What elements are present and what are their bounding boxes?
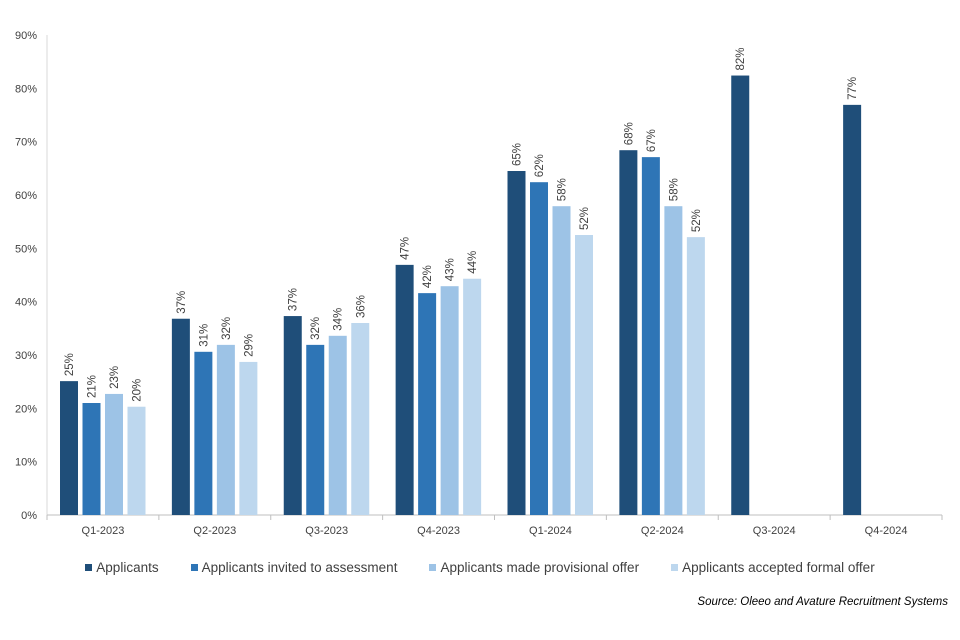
bar xyxy=(171,318,190,515)
data-label: 52% xyxy=(691,209,703,232)
legend: Applicants Applicants invited to assessm… xyxy=(0,560,960,575)
bar xyxy=(194,351,213,515)
data-label: 65% xyxy=(512,143,524,166)
y-tick-label: 90% xyxy=(15,30,37,42)
bar xyxy=(507,171,526,515)
data-label: 36% xyxy=(355,295,367,318)
bar xyxy=(105,393,123,515)
y-tick-label: 80% xyxy=(15,83,37,95)
legend-item-applicants: Applicants xyxy=(85,560,159,575)
data-label: 25% xyxy=(64,353,76,376)
data-label: 58% xyxy=(668,178,680,201)
x-tick-label: Q2-2024 xyxy=(641,525,684,537)
x-tick-label: Q4-2023 xyxy=(417,525,460,537)
data-label: 77% xyxy=(847,77,859,100)
bar xyxy=(351,323,370,515)
data-label: 68% xyxy=(623,122,635,145)
data-label: 37% xyxy=(176,291,188,314)
data-label: 23% xyxy=(109,366,121,389)
legend-swatch xyxy=(429,564,437,571)
data-label: 42% xyxy=(422,265,434,288)
bar xyxy=(395,264,414,515)
data-label: 29% xyxy=(243,334,255,357)
legend-label: Applicants accepted formal offer xyxy=(682,560,875,575)
bar xyxy=(216,344,235,515)
bar xyxy=(283,316,302,515)
bar xyxy=(60,381,78,515)
data-label: 32% xyxy=(221,317,233,340)
bar xyxy=(463,278,482,515)
y-tick-label: 50% xyxy=(15,243,37,255)
legend-item-accepted: Applicants accepted formal offer xyxy=(671,560,875,575)
data-label: 82% xyxy=(735,48,747,71)
bar xyxy=(731,75,750,516)
y-tick-label: 10% xyxy=(15,457,37,469)
bar xyxy=(328,335,347,515)
data-label: 52% xyxy=(579,207,591,230)
y-tick-label: 30% xyxy=(15,350,37,362)
legend-item-invited: Applicants invited to assessment xyxy=(190,560,398,575)
data-label: 67% xyxy=(646,129,658,152)
bar xyxy=(843,104,862,515)
y-tick-label: 20% xyxy=(15,403,37,415)
data-label: 37% xyxy=(288,288,300,311)
bar xyxy=(575,235,593,515)
y-tick-label: 70% xyxy=(15,137,37,149)
x-tick-label: Q1-2023 xyxy=(82,525,125,537)
data-label: 47% xyxy=(400,237,412,260)
legend-label: Applicants made provisional offer xyxy=(440,560,640,575)
y-tick-label: 0% xyxy=(21,510,37,522)
data-label: 58% xyxy=(557,178,569,201)
bar xyxy=(686,237,705,515)
legend-item-provisional: Applicants made provisional offer xyxy=(429,560,639,575)
bar xyxy=(82,403,101,515)
bar xyxy=(641,157,660,515)
bar xyxy=(418,293,437,515)
data-label: 44% xyxy=(467,251,479,274)
bar xyxy=(619,150,638,515)
source-note: Source: Oleeo and Avature Recruitment Sy… xyxy=(697,596,948,608)
data-label: 31% xyxy=(198,324,210,347)
data-label: 34% xyxy=(333,308,345,331)
data-label: 20% xyxy=(132,379,144,402)
x-tick-label: Q2-2023 xyxy=(193,525,236,537)
bar xyxy=(239,361,258,515)
legend-label: Applicants invited to assessment xyxy=(201,560,398,575)
bar xyxy=(664,206,683,515)
x-tick-label: Q3-2024 xyxy=(753,525,796,537)
data-label: 21% xyxy=(87,375,99,398)
bar-chart: 0% 10% 20% 30% 40% 50% 60% 70% 80% 90% Q1-2023 25% 2… xyxy=(15,30,943,537)
legend-swatch xyxy=(85,564,93,571)
x-tick-label: Q3-2023 xyxy=(305,525,348,537)
legend-swatch xyxy=(190,564,198,571)
data-label: 62% xyxy=(534,154,546,177)
y-tick-label: 60% xyxy=(15,190,37,202)
bar xyxy=(552,206,571,515)
bar xyxy=(306,344,325,515)
bar xyxy=(127,406,146,515)
x-tick-label: Q1-2024 xyxy=(529,525,572,537)
y-tick-label: 40% xyxy=(15,297,37,309)
legend-label: Applicants xyxy=(96,560,159,575)
bar xyxy=(440,286,459,515)
data-label: 43% xyxy=(445,258,457,281)
bar xyxy=(530,182,548,515)
data-label: 32% xyxy=(310,317,322,340)
legend-swatch xyxy=(671,564,679,571)
x-tick-label: Q4-2024 xyxy=(865,525,908,537)
